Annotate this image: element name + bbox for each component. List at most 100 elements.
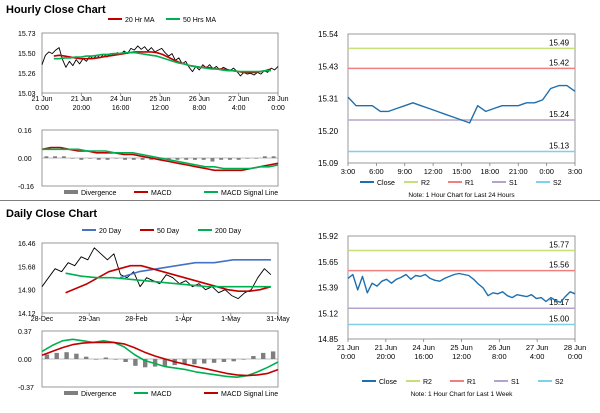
- hourly_pivot-xtick-label: 21:00: [509, 167, 528, 176]
- daily_pivot-level-label-s1: 15.17: [549, 298, 570, 307]
- daily_pivot-xtick-label: 0:00: [568, 352, 583, 361]
- hourly_macd-ytick: -0.16: [18, 184, 34, 191]
- daily_price-xtick-label: 28-Feb: [125, 316, 147, 323]
- daily_macd-divergence-bar: [84, 356, 89, 359]
- daily_pivot-xtick-label: 21 Jun: [375, 343, 398, 352]
- daily_macd-divergence-bar: [103, 357, 109, 359]
- daily_macd-divergence-bar: [221, 359, 227, 362]
- hourly_price-xtick-label: 21 Jun: [31, 96, 52, 103]
- hourly_price-ytick: 15.26: [18, 71, 36, 78]
- hourly_macd-divergence-bar: [61, 156, 66, 159]
- section-divider: [0, 200, 600, 201]
- hourly_price-xtick-label: 28 Jun: [267, 96, 288, 103]
- daily_macd-series-macd-signal-line: [41, 341, 279, 377]
- hourly_macd-divergence-bar: [175, 158, 180, 160]
- hourly_pivot-xtick-label: 12:00: [424, 167, 443, 176]
- daily_macd-divergence-bar: [261, 352, 266, 359]
- hourly_macd-divergence-bar: [105, 158, 110, 160]
- hourly_price-legend-label: 20 Hr MA: [125, 17, 155, 24]
- daily_pivot-level-label-s2: 15.00: [549, 315, 570, 324]
- daily_macd-legend-label: MACD: [151, 391, 172, 398]
- daily_pivot-xtick-label: 21 Jun: [337, 343, 360, 352]
- daily_pivot-legend-label: R1: [467, 379, 476, 386]
- daily_pivot-xtick-label: 20:00: [376, 352, 395, 361]
- hourly_price-series-20-hr-ma: [53, 51, 272, 74]
- daily_macd-ytick: -0.37: [18, 385, 34, 392]
- hourly_macd-divergence-bar: [53, 156, 57, 159]
- daily_pivot-legend-label: Close: [379, 379, 397, 386]
- hourly_price-legend-label: 50 Hrs MA: [183, 17, 216, 24]
- daily_price-series-20-day: [119, 258, 271, 279]
- daily_pivot-xtick-label: 4:00: [530, 352, 545, 361]
- hourly_pivot-xtick-label: 3:00: [568, 167, 583, 176]
- hourly_macd-series-macd-signal-line: [42, 148, 279, 170]
- hourly_pivot-plot-frame: [347, 33, 576, 164]
- hourly_macd-divergence-bar: [193, 158, 197, 160]
- hourly_macd-series-macd: [41, 146, 279, 172]
- hourly_pivot-xtick-label: 6:00: [369, 167, 384, 176]
- daily_macd-divergence-bar: [241, 359, 246, 360]
- hourly_pivot-xtick-label: 9:00: [397, 167, 412, 176]
- hourly_pivot-legend-label: S1: [509, 180, 518, 187]
- hourly_pivot-ytick: 15.09: [318, 159, 339, 168]
- hourly_price-xtick-label: 21 Jun: [71, 96, 92, 103]
- hourly_pivot-xtick-label: 18:00: [480, 167, 499, 176]
- hourly_pivot-note: Note: 1 Hour Chart for Last 24 Hours: [408, 192, 515, 199]
- daily_pivot-xtick-label: 27 Jun: [526, 343, 549, 352]
- hourly_price-xtick-label: 24 Jun: [110, 96, 131, 103]
- daily_macd-legend-label: MACD Signal Line: [221, 391, 278, 398]
- hourly_price-xtick-label: 0:00: [271, 105, 285, 112]
- daily_price-xtick-label: 31-May: [266, 316, 290, 323]
- daily_macd-ytick: 0.00: [18, 357, 32, 364]
- hourly_pivot-series-close: [347, 84, 576, 124]
- hourly_macd-divergence-bar: [184, 158, 189, 160]
- hourly_macd-divergence-bar: [149, 158, 154, 160]
- daily_macd-legend-label: Divergence: [81, 391, 117, 398]
- daily_pivot-xtick-label: 12:00: [452, 352, 471, 361]
- hourly_pivot-ytick: 15.31: [318, 95, 339, 104]
- daily_macd-divergence-bar: [251, 356, 256, 359]
- hourly_macd-divergence-bar: [245, 158, 250, 159]
- hourly_macd-divergence-bar: [96, 158, 101, 160]
- daily_macd-divergence-bar: [202, 359, 207, 364]
- daily_macd-divergence-bar: [143, 359, 148, 368]
- daily-section-title: Daily Close Chart: [6, 208, 98, 220]
- daily_pivot-ytick: 15.39: [318, 284, 339, 293]
- daily_pivot-legend-label: R2: [423, 379, 432, 386]
- hourly_pivot-legend-label: Close: [377, 180, 395, 187]
- hourly_macd-legend-label: MACD: [151, 190, 172, 197]
- hourly_macd-divergence-bar: [236, 158, 241, 160]
- hourly_price-xtick-label: 8:00: [193, 105, 207, 112]
- hourly_price-xtick-label: 16:00: [112, 105, 130, 112]
- hourly_macd-divergence-bar: [228, 158, 232, 160]
- hourly_pivot-legend-label: S2: [553, 180, 562, 187]
- hourly_pivot-level-label-s2: 15.13: [549, 142, 570, 151]
- hourly_pivot-ytick: 15.54: [318, 30, 339, 39]
- hourly_pivot-ytick: 15.20: [318, 127, 339, 136]
- hourly_price-xtick-label: 27 Jun: [228, 96, 249, 103]
- daily_pivot-xtick-label: 25 Jun: [450, 343, 473, 352]
- daily_macd-divergence-bar: [113, 359, 118, 360]
- hourly_pivot-level-label-r2: 15.49: [549, 38, 570, 47]
- daily_pivot-ytick: 14.85: [318, 335, 339, 344]
- hourly_pivot-ytick: 15.43: [318, 62, 339, 71]
- hourly_price-xtick-label: 4:00: [232, 105, 246, 112]
- daily_price-ytick: 14.12: [18, 311, 36, 318]
- daily_pivot-level-label-r1: 15.56: [549, 261, 570, 270]
- hourly_price-ytick: 15.03: [18, 91, 36, 98]
- hourly_macd-legend-label: Divergence: [81, 190, 117, 197]
- hourly_price-xtick-label: 25 Jun: [149, 96, 170, 103]
- daily_macd-series-macd: [41, 338, 279, 379]
- daily_macd-ytick: 0.37: [18, 329, 32, 336]
- hourly_pivot-xtick-label: 15:00: [452, 167, 471, 176]
- hourly_pivot-level-label-s1: 15.24: [549, 110, 570, 119]
- daily_pivot-note: Note: 1 Hour Chart for Last 1 Week: [411, 391, 514, 398]
- hourly_price-xtick-label: 0:00: [35, 105, 49, 112]
- hourly_pivot-legend-label: R1: [465, 180, 474, 187]
- daily_pivot-xtick-label: 8:00: [492, 352, 507, 361]
- hourly_macd-divergence-bar: [201, 158, 206, 160]
- hourly_price-ytick: 15.73: [18, 31, 36, 38]
- hourly_macd-legend-label: MACD Signal Line: [221, 190, 278, 197]
- hourly_price-series-close: [41, 45, 279, 77]
